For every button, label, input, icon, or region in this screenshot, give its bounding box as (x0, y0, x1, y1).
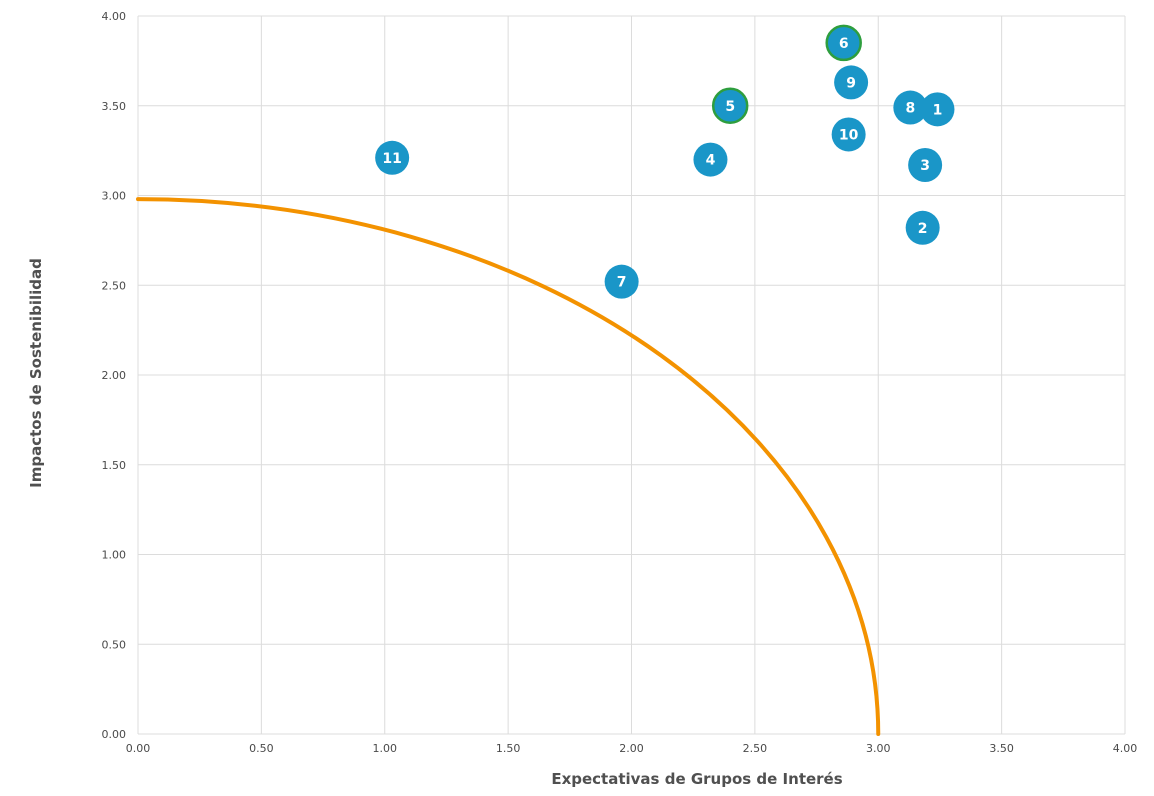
data-points: 1 2 3 4 5 6 7 8 9 10 11 (375, 24, 955, 299)
data-point-10: 10 (831, 117, 866, 152)
threshold-curve (136, 197, 881, 736)
data-point-label: 11 (382, 151, 401, 167)
y-tick-label: 4.00 (102, 10, 127, 23)
data-point-label: 10 (839, 127, 859, 143)
data-point-7: 7 (604, 264, 639, 299)
x-tick-label: 3.50 (989, 742, 1014, 755)
data-point-bubble (693, 142, 728, 177)
data-point-label: 8 (905, 101, 915, 117)
data-point-11: 11 (375, 140, 410, 175)
data-point-bubble (604, 264, 639, 299)
x-tick-label: 3.00 (866, 742, 891, 755)
y-tick-label: 2.50 (102, 279, 127, 292)
data-point-label: 9 (846, 75, 856, 91)
x-tick-label: 4.00 (1113, 742, 1138, 755)
data-point-6: 6 (825, 24, 862, 62)
data-point-label: 4 (706, 153, 716, 169)
y-tick-label: 3.00 (102, 190, 127, 203)
data-point-bubble (908, 147, 943, 182)
y-axis-ticks: 0.00 0.50 1.00 1.50 2.00 2.50 3.00 3.50 4.00 (102, 10, 127, 741)
data-point-1: 1 (920, 92, 955, 127)
x-tick-label: 2.50 (743, 742, 768, 755)
data-point-4: 4 (693, 142, 728, 177)
data-point-3: 3 (908, 147, 943, 182)
data-point-5: 5 (711, 87, 749, 124)
data-point-label: 3 (920, 158, 930, 174)
data-point-label: 2 (918, 221, 928, 237)
grid (137, 15, 1126, 735)
x-tick-label: 1.50 (496, 742, 521, 755)
x-axis-ticks: 0.00 0.50 1.00 1.50 2.00 2.50 3.00 3.50 4.00 (126, 742, 1138, 755)
x-tick-label: 1.00 (373, 742, 398, 755)
y-tick-label: 3.50 (102, 100, 127, 113)
data-point-label: 5 (725, 99, 735, 115)
data-point-9: 9 (834, 65, 869, 100)
data-point-bubble (831, 117, 866, 152)
data-point-bubble (920, 92, 955, 127)
data-point-label: 1 (933, 102, 943, 118)
data-point-2: 2 (905, 210, 940, 245)
x-tick-label: 0.00 (126, 742, 151, 755)
y-tick-label: 2.00 (102, 369, 127, 382)
threshold-curve-layer (136, 197, 881, 736)
data-point-bubble (893, 90, 928, 125)
y-tick-label: 1.00 (102, 549, 127, 562)
y-axis-title: Impactos de Sostenibilidad (27, 258, 45, 488)
data-point-bubble (834, 65, 869, 100)
data-point-bubble (825, 24, 862, 62)
y-tick-label: 0.50 (102, 638, 127, 651)
x-tick-label: 2.00 (619, 742, 644, 755)
data-point-label: 7 (617, 275, 627, 291)
data-point-8: 8 (893, 90, 928, 125)
data-point-bubble (711, 87, 749, 124)
y-tick-label: 0.00 (102, 728, 127, 741)
x-axis-title: Expectativas de Grupos de Interés (551, 770, 842, 788)
data-point-bubble (375, 140, 410, 175)
data-point-label: 6 (839, 36, 849, 52)
x-tick-label: 0.50 (249, 742, 274, 755)
y-tick-label: 1.50 (102, 459, 127, 472)
data-point-bubble (905, 210, 940, 245)
